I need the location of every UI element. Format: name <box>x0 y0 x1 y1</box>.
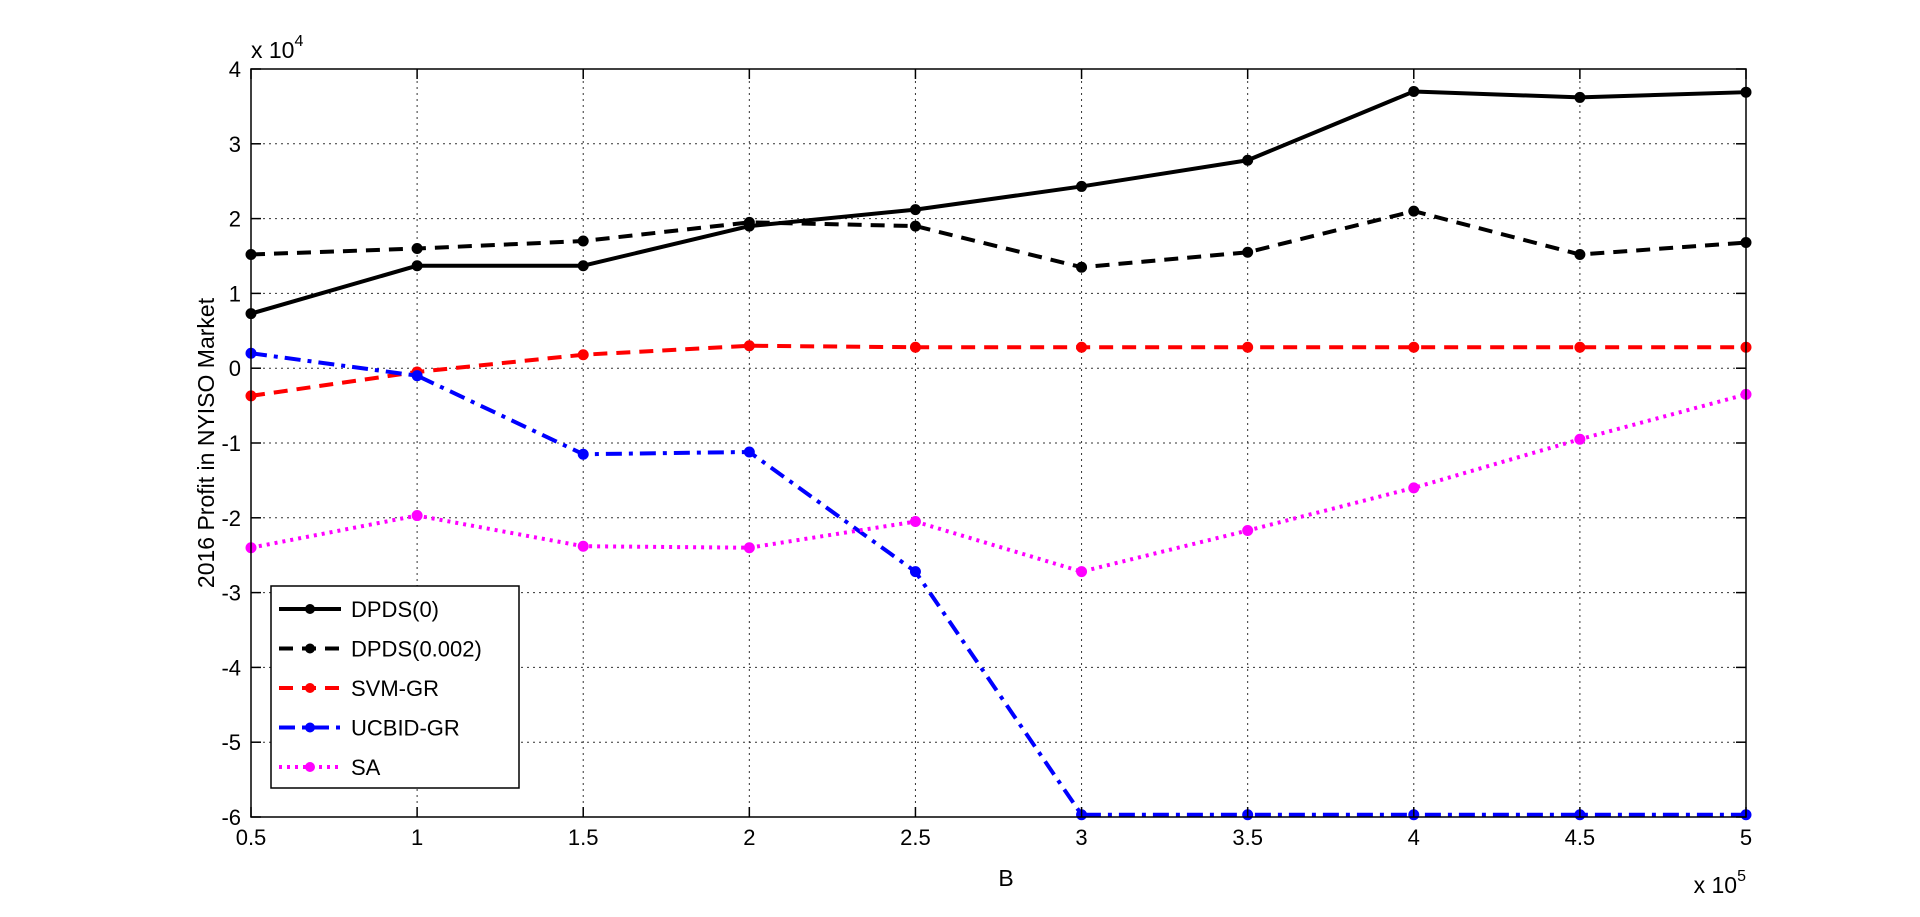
x-tick-label: 3 <box>1075 825 1087 850</box>
x-tick-label: 0.5 <box>236 825 267 850</box>
series-line <box>250 351 1746 817</box>
x-multiplier-exponent: 5 <box>1737 868 1746 885</box>
legend-label: DPDS(0) <box>351 597 439 622</box>
data-point <box>577 260 589 272</box>
data-point <box>909 341 921 353</box>
y-multiplier-exponent: 4 <box>294 33 303 50</box>
data-point <box>1242 246 1254 258</box>
y-tick-label: -2 <box>221 506 241 531</box>
data-point <box>1242 525 1254 537</box>
legend-marker <box>305 604 315 614</box>
data-point <box>743 216 755 228</box>
legend-item: SVM-GR <box>279 676 439 701</box>
data-point <box>1076 566 1088 578</box>
data-point <box>743 340 755 352</box>
data-point <box>909 516 921 528</box>
legend-item: DPDS(0) <box>279 597 439 622</box>
data-point <box>743 542 755 554</box>
series-sa <box>245 388 1752 578</box>
data-point <box>411 510 423 522</box>
data-point <box>411 370 423 382</box>
legend-item: DPDS(0.002) <box>279 637 482 662</box>
y-multiplier-text: x 10 <box>251 37 294 63</box>
data-point <box>577 448 589 460</box>
data-point <box>1076 261 1088 273</box>
y-tick-label: -6 <box>221 805 241 830</box>
x-exponent-label: x 105 <box>1694 868 1746 898</box>
y-tick-label: -3 <box>221 581 241 606</box>
x-tick-label: 4 <box>1408 825 1420 850</box>
legend-marker <box>305 722 315 733</box>
x-tick-label: 1.5 <box>568 825 599 850</box>
series-line <box>250 89 1747 316</box>
data-point <box>1076 180 1088 192</box>
y-exponent-label: x 104 <box>251 33 303 63</box>
y-tick-label: 0 <box>229 356 241 381</box>
legend-marker <box>305 762 315 772</box>
tick-marks <box>250 68 1747 818</box>
x-tick-labels: 0.5 1 1.5 2 2.5 3 3.5 4 4.5 5 <box>236 825 1752 850</box>
x-tick-label: 3.5 <box>1232 825 1263 850</box>
y-tick-label: 1 <box>229 281 241 306</box>
data-point <box>577 235 589 247</box>
data-point <box>909 204 921 216</box>
data-point <box>1574 249 1586 261</box>
data-point <box>1242 154 1254 166</box>
legend-marker <box>305 683 315 693</box>
data-point <box>909 220 921 232</box>
y-tick-label: 4 <box>229 57 241 82</box>
x-tick-label: 4.5 <box>1565 825 1596 850</box>
y-tick-label: -4 <box>221 655 241 680</box>
x-tick-label: 5 <box>1740 825 1752 850</box>
legend-label: DPDS(0.002) <box>351 637 482 662</box>
x-tick-label: 2 <box>743 825 755 850</box>
data-point <box>1574 433 1586 445</box>
legend-label: SA <box>351 755 381 780</box>
y-tick-label: -5 <box>221 730 241 755</box>
data-point <box>1408 341 1420 353</box>
data-point <box>1408 85 1420 97</box>
series-dpds-0- <box>245 85 1752 320</box>
x-tick-label: 1 <box>411 825 423 850</box>
y-tick-labels: -6 -5 -4 -3 -2 -1 0 1 2 3 4 <box>221 57 241 830</box>
data-point <box>1574 341 1586 353</box>
series-line <box>250 343 1746 398</box>
legend-marker <box>305 643 315 654</box>
legend: DPDS(0) DPDS(0.002) SVM-GR UCBID-GR SA <box>270 585 520 789</box>
y-tick-label: -1 <box>221 431 241 456</box>
data-point <box>743 446 755 458</box>
x-axis-label: B <box>998 865 1013 891</box>
y-axis-label: 2016 Profit in NYISO Market <box>193 297 219 588</box>
legend-label: UCBID-GR <box>351 716 460 741</box>
data-point <box>577 349 589 361</box>
data-point <box>411 260 423 272</box>
y-tick-label: 3 <box>229 132 241 157</box>
data-point <box>1408 205 1420 217</box>
x-multiplier-text: x 10 <box>1694 872 1737 898</box>
data-point <box>1574 91 1586 103</box>
data-point <box>1408 482 1420 494</box>
x-tick-label: 2.5 <box>900 825 931 850</box>
legend-label: SVM-GR <box>351 676 439 701</box>
legend-item: SA <box>279 755 381 780</box>
data-point <box>909 566 921 578</box>
data-point <box>1242 341 1254 353</box>
data-point <box>411 243 423 255</box>
data-point <box>577 540 589 552</box>
series-dpds-0-002- <box>245 205 1752 273</box>
legend-item: UCBID-GR <box>279 716 460 741</box>
data-point <box>1076 341 1088 353</box>
y-tick-label: 2 <box>229 207 241 232</box>
